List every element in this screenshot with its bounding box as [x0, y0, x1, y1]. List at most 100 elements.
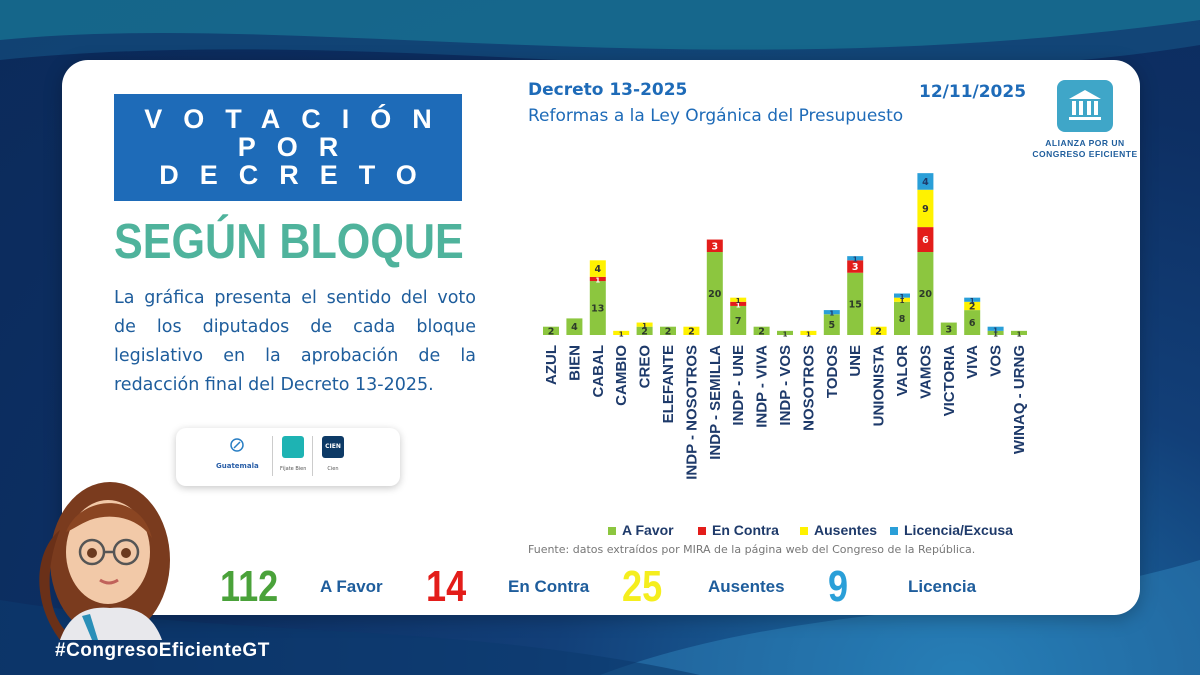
legend-swatch [800, 527, 808, 536]
data-label: 1 [853, 256, 858, 264]
data-label: 1 [900, 297, 905, 305]
avatar [39, 482, 170, 640]
data-label: 4 [922, 177, 929, 188]
category-label: VAMOS [917, 345, 934, 399]
data-label: 15 [849, 299, 862, 310]
bar-cambio-ausentes [613, 330, 630, 335]
subtitle: SEGÚN BLOQUE [114, 215, 464, 269]
data-label: 2 [665, 326, 672, 337]
data-label: 1 [806, 330, 811, 338]
data-label: 3 [711, 241, 718, 252]
total-en-contra-value: 14 [426, 562, 467, 611]
category-label: INDP - UNE [730, 345, 747, 426]
category-label: VALOR [894, 345, 911, 397]
total-licencia-value: 9 [828, 562, 849, 611]
total-licencia-label: Licencia [908, 577, 977, 596]
decree-subtitle: Reformas a la Ley Orgánica del Presupues… [528, 106, 904, 126]
alliance-line-2: CONGRESO EFICIENTE [1032, 149, 1138, 159]
bar-viva-a-favor [964, 310, 981, 335]
bar-unionista-ausentes [870, 326, 887, 335]
bar-bien-a-favor [566, 318, 583, 335]
data-label: 2 [548, 326, 555, 337]
data-label: 1 [736, 301, 741, 309]
bar-vamos-ausentes [917, 189, 934, 228]
guatemala-logo-label: Guatemala [216, 462, 259, 470]
category-label: AZUL [543, 345, 560, 385]
fijate-bien-logo: Fíjate Bien [280, 436, 306, 472]
bar-todos-a-favor [823, 314, 840, 335]
guatemala-logo: Guatemala [216, 436, 259, 470]
data-label: 6 [969, 318, 976, 329]
bar-todos-licencia-excusa [823, 310, 840, 315]
data-label: 4 [571, 322, 578, 333]
alliance-logo: ALIANZA POR UN CONGRESO EFICIENTE [1030, 80, 1140, 160]
legend-item-a-favor: A Favor [608, 522, 674, 538]
bar-vamos-en-contra [917, 227, 934, 252]
data-label: 3 [945, 324, 952, 335]
data-label: 2 [641, 326, 648, 337]
bar-indp-une-ausentes [730, 297, 747, 302]
congress-building-icon [1057, 80, 1113, 132]
bar-valor-a-favor [894, 301, 910, 335]
vote-totals: 112 A Favor 14 En Contra 25 Ausentes 9 L… [0, 562, 1200, 616]
bar-valor-licencia-excusa [894, 293, 910, 298]
bar-cabal-en-contra [589, 276, 606, 282]
cien-label: Cien [327, 466, 339, 472]
title-line-1: VOTACIÓN [144, 104, 453, 134]
legend-item-licencia: Licencia/Excusa [890, 522, 1013, 538]
data-label: 1 [900, 293, 905, 301]
category-label: CABAL [590, 345, 607, 398]
legend-swatch [890, 527, 898, 536]
bar-indp-semilla-a-favor [706, 252, 723, 335]
total-ausentes-value: 25 [622, 562, 663, 611]
bar-creo-a-favor [636, 326, 653, 335]
data-label: 7 [735, 316, 742, 327]
data-label: 8 [899, 314, 906, 325]
bar-elefante-a-favor [660, 326, 676, 335]
data-label: 1 [1017, 330, 1022, 338]
legend-swatch [608, 527, 616, 536]
category-label: TODOS [824, 345, 841, 398]
data-label: 1 [595, 276, 600, 284]
data-label: 5 [828, 320, 835, 331]
bar-indp-viva-a-favor [753, 326, 770, 335]
cien-icon: CIEN [322, 436, 344, 458]
alliance-line-1: ALIANZA POR UN [1045, 138, 1125, 148]
chart-source: Fuente: datos extraídos por MIRA de la p… [528, 543, 976, 556]
category-label: VOS [988, 345, 1005, 377]
data-label: 2 [969, 301, 976, 312]
bar-viva-licencia-excusa [964, 297, 981, 302]
fijate-bien-icon [282, 436, 305, 458]
total-ausentes-label: Ausentes [708, 577, 785, 596]
data-label: 1 [783, 330, 788, 338]
category-label: UNIONISTA [871, 345, 888, 427]
data-label: 1 [993, 326, 998, 334]
bar-indp-nosotros-ausentes [683, 326, 700, 335]
fijate-bien-label: Fíjate Bien [280, 466, 307, 472]
category-label: VIVA [964, 345, 981, 379]
data-label: 2 [875, 326, 882, 337]
description: La gráfica presenta el sentido del voto … [114, 288, 476, 395]
legend-label: A Favor [622, 522, 674, 538]
category-label: INDP - SEMILLA [707, 345, 724, 460]
data-label: 1 [642, 322, 647, 330]
data-label: 13 [591, 304, 604, 315]
bar-nosotros-ausentes [800, 330, 817, 335]
title-line-2: POR [237, 132, 360, 162]
bar-viva-ausentes [964, 301, 981, 311]
data-label: 4 [594, 264, 601, 275]
data-label: 1 [736, 297, 741, 305]
data-label: 3 [852, 262, 859, 273]
total-a-favor-label: A Favor [320, 577, 383, 596]
category-label: INDP - VIVA [754, 345, 771, 428]
total-en-contra-label: En Contra [508, 577, 590, 596]
legend-item-ausentes: Ausentes [800, 522, 877, 538]
category-label: INDP - NOSOTROS [683, 345, 700, 480]
legend-item-en-contra: En Contra [698, 522, 779, 538]
category-label: INDP - VOS [777, 345, 794, 426]
bar-indp-une-en-contra [730, 301, 747, 306]
data-label: 2 [758, 326, 765, 337]
bar-vamos-a-favor [917, 252, 934, 335]
legend-label: Licencia/Excusa [904, 522, 1013, 538]
category-label: VICTORIA [941, 345, 958, 417]
